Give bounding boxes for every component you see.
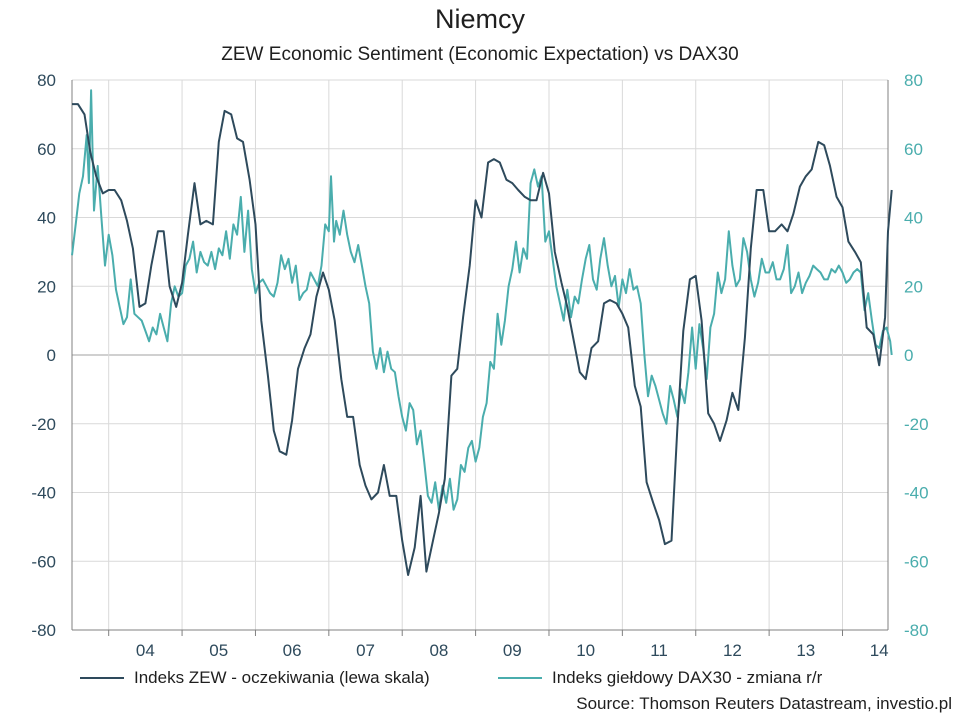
y-right-tick-label: -60 <box>904 552 929 571</box>
y-left-tick-label: -80 <box>31 621 56 640</box>
x-tick-label: 04 <box>136 641 155 660</box>
y-left-tick-label: 40 <box>37 209 56 228</box>
chart-subtitle: ZEW Economic Sentiment (Economic Expecta… <box>221 44 739 65</box>
y-right-tick-label: -20 <box>904 415 929 434</box>
legend-swatch-zew <box>80 677 124 679</box>
y-right-tick-label: 20 <box>904 277 923 296</box>
y-left-tick-label: 0 <box>47 346 56 365</box>
y-right-tick-label: 80 <box>904 71 923 90</box>
y-right-tick-label: 0 <box>904 346 913 365</box>
x-tick-label: 05 <box>209 641 228 660</box>
source-note: Source: Thomson Reuters Datastream, inve… <box>576 694 952 713</box>
y-right-tick-label: -40 <box>904 484 929 503</box>
x-tick-label: 11 <box>650 641 668 660</box>
y-left-tick-label: 20 <box>37 277 56 296</box>
chart-title: Niemcy <box>434 4 525 34</box>
series <box>71 89 893 576</box>
legend-item-dax: Indeks giełdowy DAX30 - zmiana r/r <box>498 668 822 688</box>
x-tick-label: 13 <box>796 641 815 660</box>
series-dax-line <box>71 89 893 511</box>
x-tick-label: 14 <box>870 641 889 660</box>
y-right-tick-label: -80 <box>904 621 929 640</box>
y-right-tick-label: 60 <box>904 140 923 159</box>
axes: -80 -60 -40 -20 0 20 40 60 80 -80 -60 -40 -20 0 20 40 60… <box>31 71 928 660</box>
y-left-tick-label: -40 <box>31 484 56 503</box>
x-tick-label: 10 <box>576 641 595 660</box>
series-zew-line <box>72 103 893 576</box>
grid <box>72 79 888 631</box>
y-right-tick-label: 40 <box>904 209 923 228</box>
x-tick-label: 12 <box>723 641 742 660</box>
x-tick-label: 08 <box>429 641 448 660</box>
x-tick-label: 06 <box>283 641 302 660</box>
y-left-tick-label: -20 <box>31 415 56 434</box>
legend-swatch-dax <box>498 677 542 679</box>
y-left-tick-label: 80 <box>37 71 56 90</box>
legend-label-zew: Indeks ZEW - oczekiwania (lewa skala) <box>134 668 430 687</box>
legend-label-dax: Indeks giełdowy DAX30 - zmiana r/r <box>552 668 823 687</box>
x-tick-label: 09 <box>503 641 522 660</box>
y-left-tick-label: 60 <box>37 140 56 159</box>
y-left-tick-label: -60 <box>31 552 56 571</box>
x-tick-label: 07 <box>356 641 375 660</box>
legend-item-zew: Indeks ZEW - oczekiwania (lewa skala) <box>80 668 430 688</box>
